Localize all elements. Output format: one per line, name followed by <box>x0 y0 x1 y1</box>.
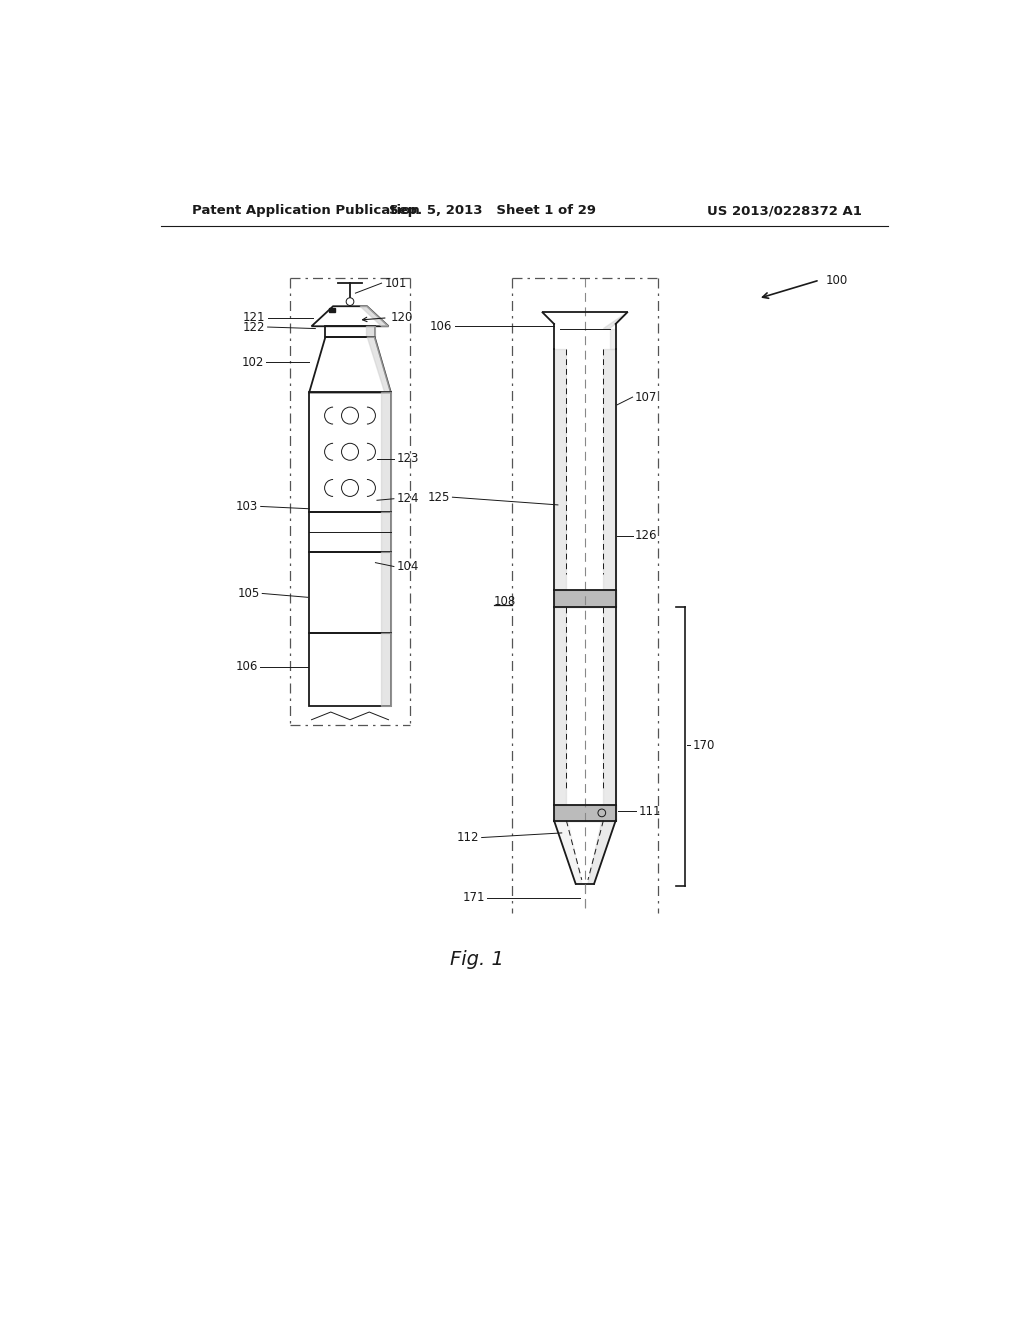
Text: 107: 107 <box>635 391 657 404</box>
Text: 170: 170 <box>692 739 715 751</box>
Text: 102: 102 <box>242 356 264 370</box>
Text: 105: 105 <box>238 587 260 601</box>
Text: 112: 112 <box>457 832 479 843</box>
Text: Patent Application Publication: Patent Application Publication <box>193 205 420 218</box>
Polygon shape <box>368 337 391 392</box>
Polygon shape <box>330 308 335 313</box>
Polygon shape <box>381 512 391 552</box>
Text: 103: 103 <box>237 500 258 513</box>
Text: 123: 123 <box>396 453 419 465</box>
Text: 106: 106 <box>430 319 453 333</box>
Polygon shape <box>554 350 566 590</box>
Text: 104: 104 <box>396 560 419 573</box>
Text: 120: 120 <box>391 312 414 325</box>
Polygon shape <box>360 306 388 326</box>
Text: US 2013/0228372 A1: US 2013/0228372 A1 <box>708 205 862 218</box>
Polygon shape <box>609 329 615 350</box>
Polygon shape <box>554 590 615 607</box>
Text: 108: 108 <box>494 594 516 607</box>
Polygon shape <box>554 821 582 884</box>
Text: 122: 122 <box>243 321 265 334</box>
Polygon shape <box>366 326 375 337</box>
Polygon shape <box>381 392 391 512</box>
Polygon shape <box>603 350 615 590</box>
Text: 106: 106 <box>236 660 258 673</box>
Text: Sep. 5, 2013   Sheet 1 of 29: Sep. 5, 2013 Sheet 1 of 29 <box>389 205 596 218</box>
Text: Fig. 1: Fig. 1 <box>451 949 504 969</box>
Polygon shape <box>554 805 615 821</box>
Text: 124: 124 <box>396 492 419 506</box>
Polygon shape <box>603 313 628 329</box>
Text: 125: 125 <box>428 491 451 504</box>
Text: 101: 101 <box>385 277 407 289</box>
Polygon shape <box>381 552 391 632</box>
Text: 121: 121 <box>243 312 265 325</box>
Text: 111: 111 <box>639 805 662 818</box>
Polygon shape <box>588 821 615 884</box>
Text: 100: 100 <box>826 273 848 286</box>
Text: 171: 171 <box>462 891 484 904</box>
Text: 126: 126 <box>635 529 657 543</box>
Polygon shape <box>381 632 391 706</box>
Polygon shape <box>554 607 566 805</box>
Polygon shape <box>603 607 615 805</box>
